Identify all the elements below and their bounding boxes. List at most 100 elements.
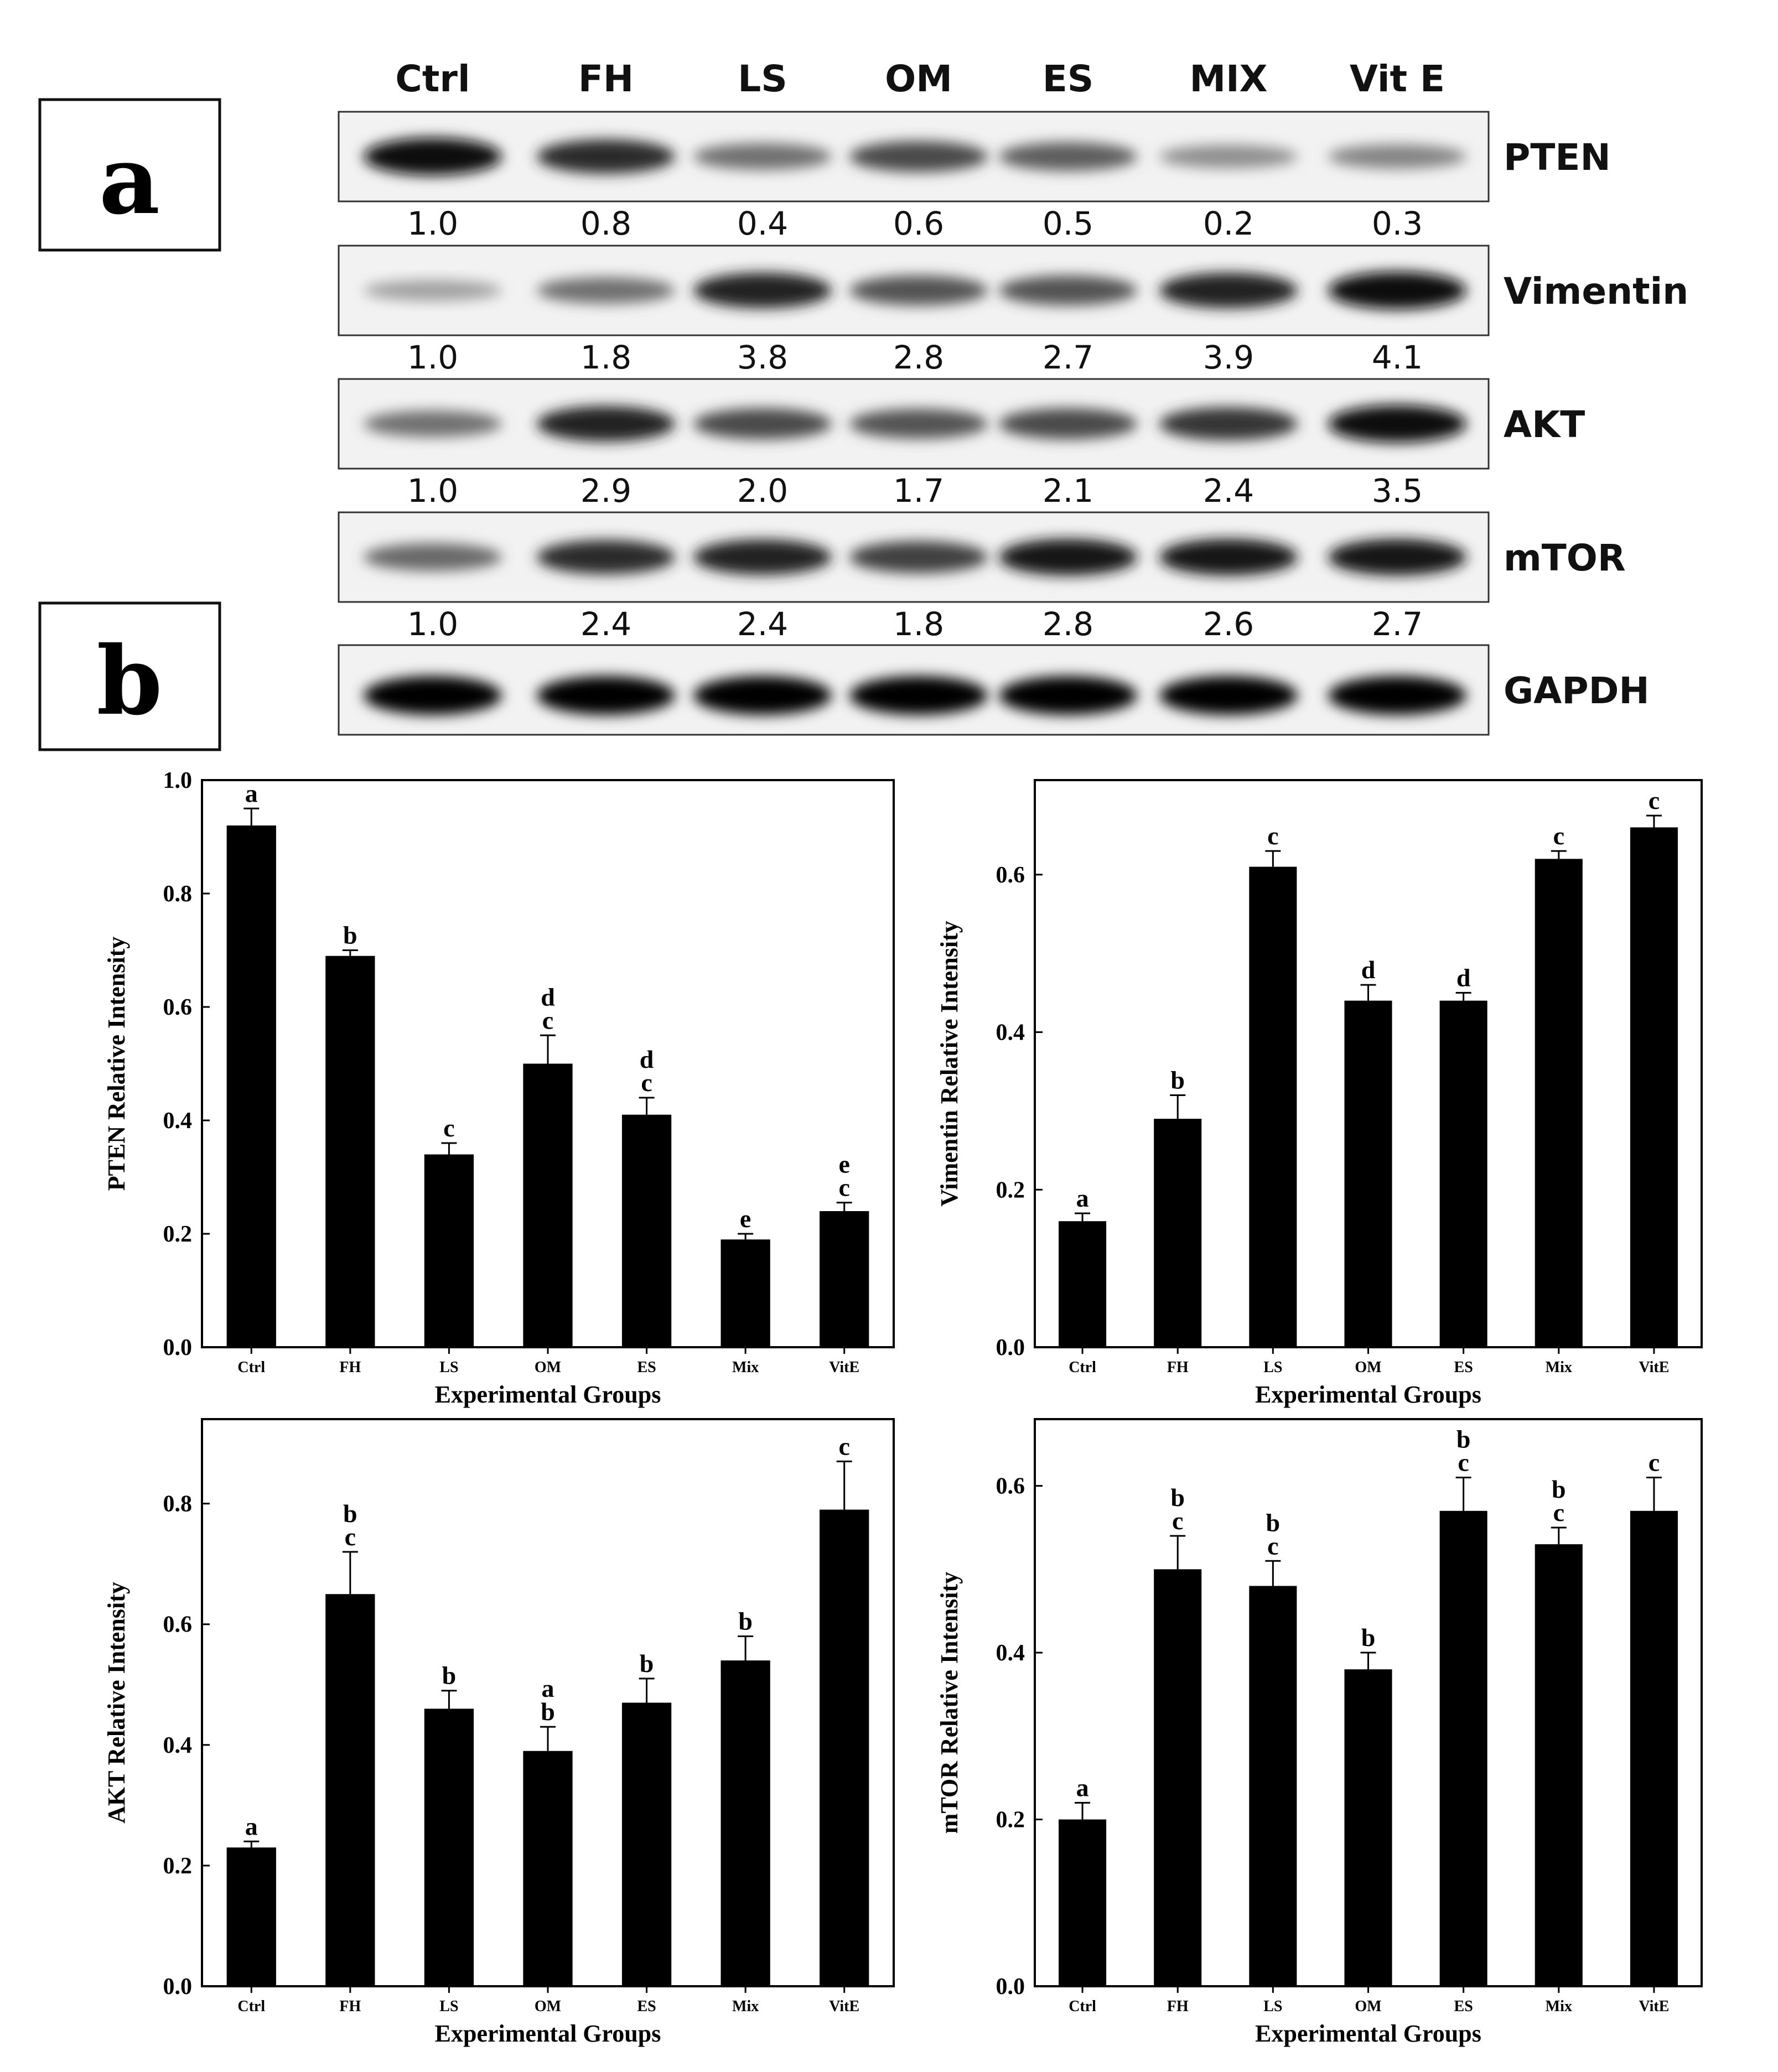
blot-row-pten: PTEN 1.0 0.8 0.4 0.6 0.5 0.2 0.3 [338, 111, 1611, 242]
band-quant-value: 2.8 [1043, 605, 1093, 643]
x-tick-label: Ctrl [1069, 1359, 1096, 1376]
significance-letter: b [1170, 1483, 1185, 1512]
significance-letter: a [1076, 1773, 1089, 1801]
bar-om [523, 1063, 573, 1347]
blot-band [1328, 405, 1466, 443]
bar-fh [325, 1594, 375, 1986]
significance-letter: d [541, 983, 555, 1011]
blot-band [693, 273, 832, 308]
blot-band [693, 539, 832, 575]
protein-label: GAPDH [1504, 669, 1650, 712]
blot-band [537, 676, 675, 715]
blot-band [999, 676, 1137, 715]
bar-om [1344, 1000, 1392, 1347]
y-tick-label: 0.4 [996, 1020, 1025, 1046]
bar-mix [720, 1239, 770, 1347]
x-tick-label: VitE [1639, 1998, 1669, 2015]
significance-letter: b [1552, 1475, 1566, 1503]
significance-letter: b [343, 921, 357, 949]
band-quant-value: 3.5 [1372, 472, 1423, 510]
bar-fh [325, 955, 375, 1347]
significance-letter: a [1076, 1184, 1089, 1212]
bar-es [621, 1114, 672, 1347]
bar-fh [1154, 1119, 1202, 1347]
significance-letter: c [1458, 1448, 1469, 1477]
protein-label: PTEN [1504, 136, 1611, 179]
x-tick-label: LS [439, 1359, 458, 1376]
protein-label: mTOR [1504, 537, 1626, 579]
protein-label: AKT [1504, 403, 1585, 446]
blot-band [364, 138, 502, 175]
x-tick-label: VitE [829, 1998, 859, 2015]
y-tick-label: 1.0 [163, 768, 193, 793]
bar-ctrl [1059, 1221, 1107, 1347]
band-quant-value: 0.8 [580, 205, 631, 242]
bar-om [1344, 1669, 1392, 1986]
blot-band [1159, 273, 1298, 308]
blot-band [693, 676, 832, 715]
blot-band [999, 276, 1137, 305]
panel-b-marker: b [38, 601, 221, 751]
y-tick-label: 0.2 [996, 1177, 1025, 1203]
lane-label-ls: LS [738, 58, 787, 100]
y-axis-title: AKT Relative Intensity [103, 1582, 130, 1824]
lane-label-ctrl: Ctrl [395, 58, 470, 100]
blot-band [999, 539, 1137, 575]
lane-label-fh: FH [578, 58, 634, 100]
band-quant-value: 2.6 [1203, 605, 1254, 643]
x-tick-label: Ctrl [1069, 1998, 1096, 2015]
blot-band [537, 406, 675, 442]
bar-mix [720, 1660, 770, 1986]
blot-band [1328, 676, 1466, 715]
blot-band [693, 143, 832, 170]
x-tick-label: FH [1167, 1359, 1189, 1376]
x-tick-label: Mix [732, 1998, 759, 2015]
significance-letter: d [640, 1045, 654, 1073]
significance-letter: c [1267, 1531, 1278, 1560]
band-quant-value: 2.7 [1043, 339, 1093, 376]
x-tick-label: OM [1355, 1998, 1381, 2015]
x-tick-label: FH [1167, 1998, 1189, 2015]
blot-band [999, 142, 1137, 171]
bar-om [523, 1751, 573, 1986]
band-quant-value: 2.4 [1203, 472, 1254, 510]
blot-band [849, 141, 988, 172]
blot-band [1159, 539, 1298, 575]
bar-mix [1535, 1544, 1583, 1986]
blot-band [849, 409, 988, 439]
x-tick-label: LS [439, 1998, 458, 2015]
bar-ls [1249, 1586, 1297, 1986]
bar-es [1439, 1510, 1487, 1986]
x-tick-label: ES [1454, 1998, 1473, 2015]
y-tick-label: 0.0 [163, 1335, 193, 1360]
blot-band [1159, 145, 1298, 168]
significance-letter: c [1553, 1498, 1564, 1526]
blot-band [849, 541, 988, 573]
bar-charts: 0.00.20.40.60.81.0CtrlaFHbLScOMdcESdcMix… [103, 768, 1703, 2047]
band-quant-value: 1.7 [893, 472, 944, 510]
blot-band [364, 543, 502, 571]
significance-letter: c [839, 1173, 850, 1202]
significance-letter: a [245, 779, 258, 807]
x-tick-label: OM [535, 1998, 561, 2015]
bar-ctrl [226, 1847, 276, 1986]
y-tick-label: 0.6 [996, 1474, 1025, 1499]
panel-b-letter: b [97, 626, 163, 736]
x-tick-label: Ctrl [237, 1998, 265, 2015]
x-tick-label: LS [1263, 1998, 1282, 2015]
band-quant-value: 1.0 [407, 339, 458, 376]
band-quant-value: 1.8 [893, 605, 944, 643]
band-quant-value: 0.4 [737, 205, 788, 242]
significance-letter: a [245, 1812, 258, 1840]
lane-label-vit-e: Vit E [1350, 58, 1445, 100]
significance-letter: d [1361, 955, 1376, 984]
significance-letter: b [1266, 1508, 1281, 1536]
blot-band [1328, 144, 1466, 169]
lane-label-es: ES [1043, 58, 1094, 100]
band-quant-value: 1.0 [407, 205, 458, 242]
y-tick-label: 0.6 [163, 995, 193, 1020]
x-tick-label: ES [637, 1998, 656, 2015]
significance-letter: b [343, 1499, 357, 1528]
band-quant-value: 0.6 [893, 205, 944, 242]
